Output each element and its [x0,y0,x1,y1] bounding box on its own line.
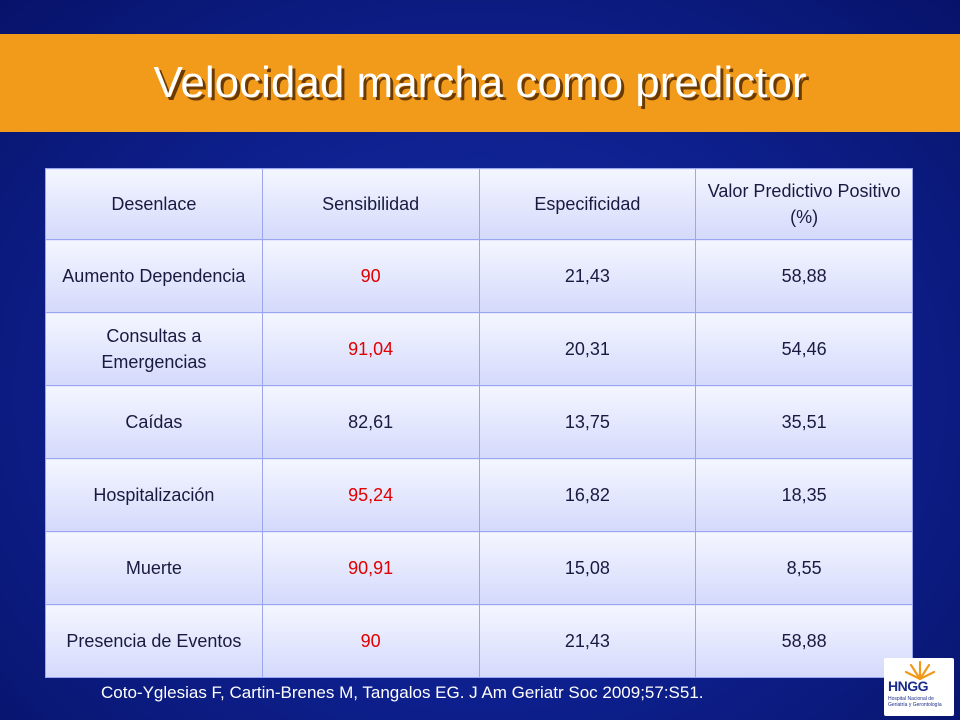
cell-especificidad: 16,82 [478,458,697,532]
logo-brand: HNGG [888,678,929,694]
header-vpp: Valor Predictivo Positivo (%) [695,168,913,240]
title-bar: Velocidad marcha como predictor [0,34,960,132]
table-row: Consultas a Emergencias 91,04 20,31 54,4… [45,312,913,386]
table-row: Aumento Dependencia 90 21,43 58,88 [45,239,913,313]
cell-vpp: 58,88 [695,239,913,313]
cell-sensibilidad: 90 [261,604,480,678]
cell-vpp: 18,35 [695,458,913,532]
cell-vpp: 54,46 [695,312,913,386]
header-desenlace: Desenlace [45,168,263,240]
cell-especificidad: 15,08 [478,531,697,605]
cell-vpp: 35,51 [695,385,913,459]
table-header-row: Desenlace Sensibilidad Especificidad Val… [45,168,913,240]
table-row: Caídas 82,61 13,75 35,51 [45,385,913,459]
cell-sensibilidad: 91,04 [261,312,480,386]
cell-outcome: Caídas [45,385,263,459]
header-sensibilidad: Sensibilidad [261,168,480,240]
cell-outcome: Presencia de Eventos [45,604,263,678]
table-row: Muerte 90,91 15,08 8,55 [45,531,913,605]
cell-vpp: 8,55 [695,531,913,605]
cell-outcome: Consultas a Emergencias [45,312,263,386]
cell-sensibilidad: 82,61 [261,385,480,459]
cell-outcome: Aumento Dependencia [45,239,263,313]
logo-subtitle: Hospital Nacional de Geriatría y Geronto… [888,696,942,708]
cell-sensibilidad: 90 [261,239,480,313]
cell-outcome: Hospitalización [45,458,263,532]
table-row: Hospitalización 95,24 16,82 18,35 [45,458,913,532]
results-table: Desenlace Sensibilidad Especificidad Val… [45,168,913,678]
sun-rays-icon [904,660,936,680]
cell-outcome: Muerte [45,531,263,605]
cell-sensibilidad: 90,91 [261,531,480,605]
cell-especificidad: 20,31 [478,312,697,386]
cell-especificidad: 13,75 [478,385,697,459]
header-especificidad: Especificidad [478,168,697,240]
cell-especificidad: 21,43 [478,604,697,678]
table-row: Presencia de Eventos 90 21,43 58,88 [45,604,913,678]
hngg-logo: HNGG Hospital Nacional de Geriatría y Ge… [884,658,954,716]
slide-title: Velocidad marcha como predictor [153,58,807,107]
cell-vpp: 58,88 [695,604,913,678]
cell-sensibilidad: 95,24 [261,458,480,532]
citation: Coto-Yglesias F, Cartin-Brenes M, Tangal… [101,683,704,702]
cell-especificidad: 21,43 [478,239,697,313]
